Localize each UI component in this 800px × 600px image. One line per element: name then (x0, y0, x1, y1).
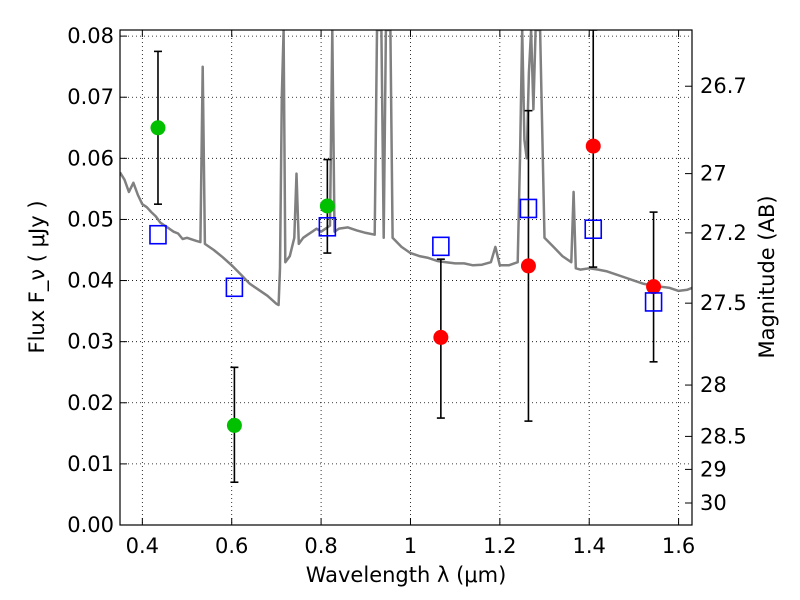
grid (120, 30, 692, 525)
y2-tick-label: 27 (700, 162, 727, 186)
error-bars (153, 30, 658, 484)
y-tick-label: 0.04 (67, 269, 114, 293)
data-point-square (318, 216, 337, 237)
data-point-square (644, 292, 663, 312)
y-tick-label: 0.08 (67, 24, 114, 48)
y2-tick-label: 29 (700, 457, 727, 481)
y2-tick-label: 27.5 (700, 291, 747, 315)
x-tick-label: 0.8 (304, 534, 337, 558)
ticks: 0.4 0.6 0.8 1 1.2 1.4 1.6 0.00 0.01 0.02 0.03 0.04 0… (67, 24, 747, 558)
y-tick-label: 0.01 (67, 452, 114, 476)
x-tick-label: 1.6 (662, 534, 695, 558)
y-tick-label: 0.02 (67, 391, 114, 415)
y-axis-label: Flux F_ν ( μJy ) (25, 200, 50, 353)
y-tick-label: 0.05 (67, 207, 114, 231)
x-tick-label: 1.4 (573, 534, 606, 558)
data-point-square (432, 236, 450, 257)
data-point-square (584, 219, 603, 240)
data-point-square (149, 224, 167, 245)
x-tick-label: 0.6 (215, 534, 248, 558)
data-point-circle (226, 417, 242, 433)
y2-tick-label: 30 (700, 491, 727, 515)
y-tick-label: 0.03 (67, 330, 114, 354)
data-point-circle (433, 329, 449, 345)
data-point-circle (520, 258, 536, 274)
y2-tick-label: 26.7 (700, 74, 747, 98)
data-point-square (519, 198, 538, 219)
data-point-circle (585, 138, 601, 154)
plot-frame (119, 29, 693, 526)
y-tick-label: 0.00 (67, 513, 114, 537)
model-spectrum (120, 30, 692, 307)
x-axis-label: Wavelength λ (μm) (306, 563, 507, 587)
y2-tick-label: 28.5 (700, 424, 747, 448)
y2-tick-label: 28 (700, 373, 727, 397)
data-point-circle (319, 198, 335, 214)
data-point-square (225, 277, 244, 298)
y-tick-label: 0.06 (67, 146, 114, 170)
y2-tick-label: 27.2 (700, 221, 747, 245)
data-point-circle (150, 120, 166, 136)
x-tick-label: 1 (404, 534, 417, 558)
model-spectrum-line (120, 30, 692, 307)
y-tick-label: 0.07 (67, 85, 114, 109)
data-point-circle (646, 279, 662, 295)
data-points (149, 120, 663, 433)
x-tick-label: 0.4 (126, 534, 159, 558)
x-tick-label: 1.2 (483, 534, 516, 558)
y2-axis-label: Magnitude (AB) (755, 195, 779, 358)
